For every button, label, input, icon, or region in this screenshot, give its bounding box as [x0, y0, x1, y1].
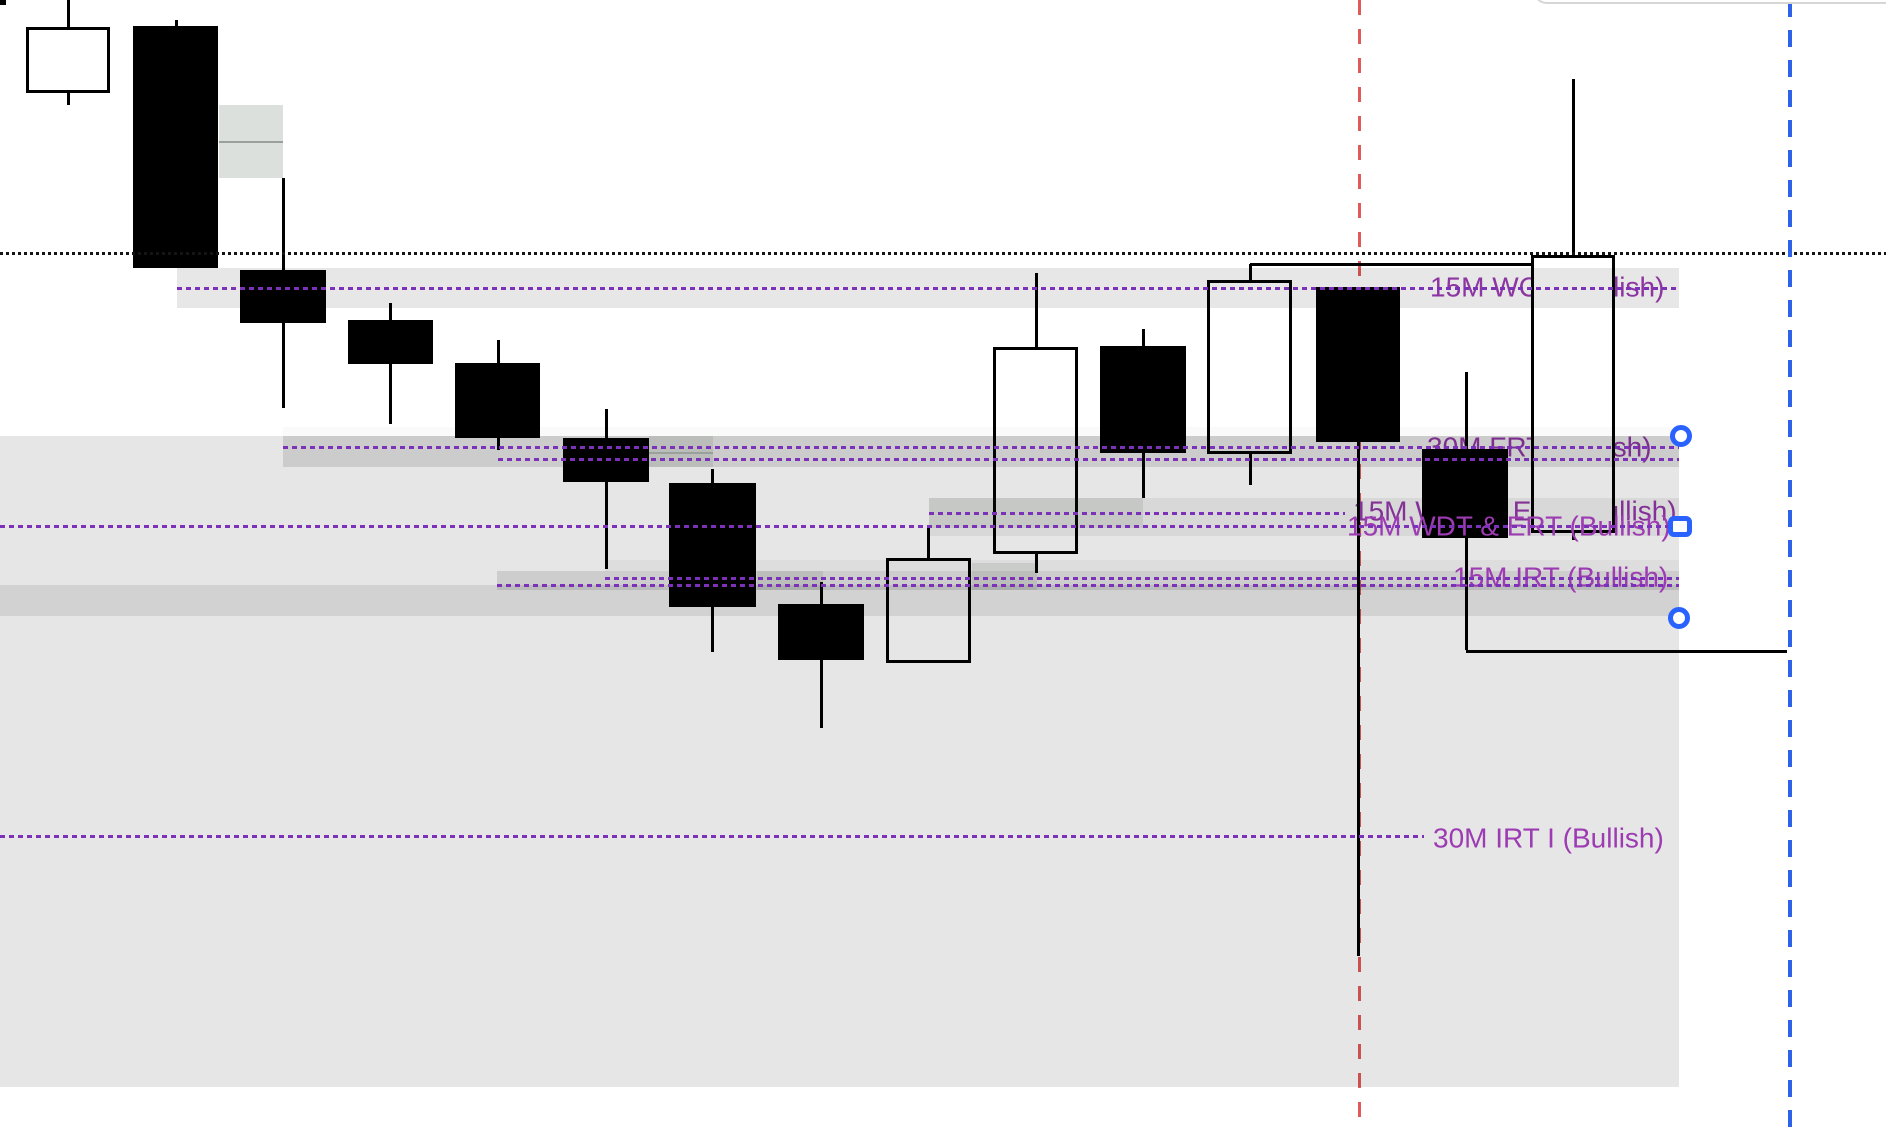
candle-body-down — [1422, 449, 1508, 538]
price-zone — [283, 436, 1679, 467]
price-zone — [649, 436, 713, 467]
drag-handle-bottom[interactable] — [1668, 607, 1690, 629]
signal-dotted-line — [498, 458, 1679, 461]
candle-body-down — [778, 604, 864, 660]
price-zone — [0, 585, 1679, 616]
candle-body-down — [133, 26, 218, 268]
candle-wick — [605, 409, 608, 569]
candle-body-up — [26, 27, 110, 93]
drag-handle-top[interactable] — [1670, 425, 1692, 447]
floating-toolbar-fragment — [1533, 0, 1886, 4]
signal-dotted-line — [0, 525, 1679, 528]
candle-body-down — [1316, 287, 1400, 442]
structure-ray — [1466, 650, 1787, 653]
signal-dotted-line — [605, 577, 1679, 580]
candle-wick — [1357, 287, 1360, 956]
price-zone — [757, 571, 823, 590]
zone-mid-line — [219, 141, 283, 143]
signal-dotted-line — [177, 287, 1679, 290]
signal-dotted-line — [929, 512, 1345, 515]
candle-body-down — [240, 270, 326, 323]
drag-handle-middle[interactable] — [1668, 515, 1692, 537]
candle-body-down — [348, 320, 433, 364]
price-zone — [283, 427, 1679, 436]
structure-ray — [1250, 263, 1573, 266]
price-zone — [0, 436, 1679, 1087]
signal-dotted-line — [0, 835, 1424, 838]
candle-body-down — [1100, 346, 1186, 453]
signal-label: 15M WDT & ERT (Bullish) — [1353, 495, 1677, 527]
candle-body-up — [1531, 255, 1615, 533]
candle-body-down — [455, 363, 540, 438]
price-zone — [929, 498, 1679, 536]
candle-body-up — [886, 558, 971, 663]
candle-body-up — [1207, 280, 1292, 454]
candle-body-up — [993, 347, 1078, 554]
signal-dotted-line — [283, 446, 1679, 449]
signal-label: 30M IRT I (Bullish) — [1433, 822, 1664, 854]
liquidity-dotted-line — [0, 252, 1886, 255]
blue-dashed-vline[interactable] — [1788, 0, 1792, 1130]
signal-dotted-line — [497, 584, 1679, 587]
zone-mid-line — [649, 452, 713, 454]
left-edge-candle-fragment — [0, 0, 6, 5]
